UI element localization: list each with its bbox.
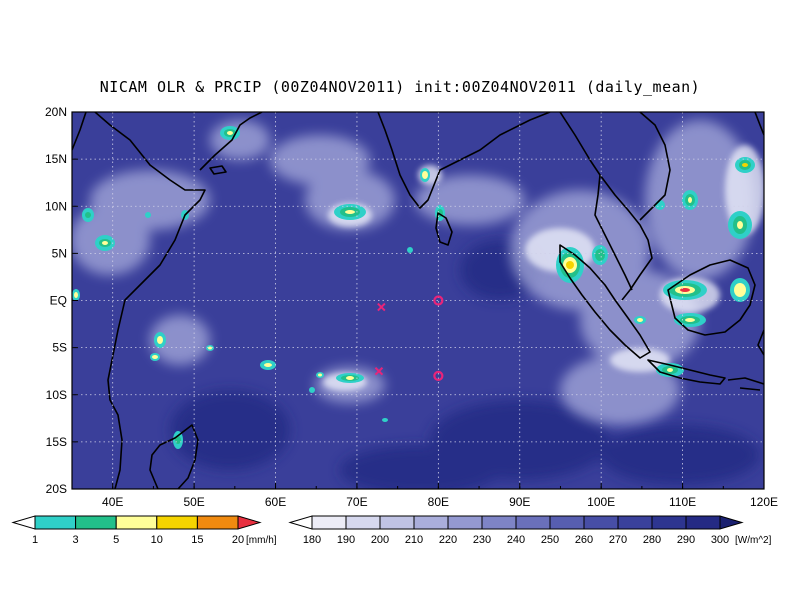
legend-swatch	[34, 515, 77, 530]
indochina-coast	[559, 112, 653, 301]
x-tick-label: 50E	[183, 495, 204, 509]
circle-marker	[433, 370, 444, 381]
map-field	[72, 112, 764, 489]
legend-swatch	[311, 515, 347, 530]
legend-swatch	[515, 515, 551, 530]
legend-label: 280	[643, 534, 661, 546]
sumatra	[559, 244, 651, 359]
x-tick-label: 70E	[346, 495, 367, 509]
legend-unit: [W/m^2]	[735, 535, 772, 546]
x-tick-label: 120E	[750, 495, 778, 509]
legend-label: 20	[232, 534, 244, 546]
legend-swatch	[413, 515, 449, 530]
y-tick-label: 10S	[46, 388, 67, 402]
legend-label: 210	[405, 534, 423, 546]
legend-label: 220	[439, 534, 457, 546]
philippines-coast	[754, 112, 764, 136]
malay-peninsula	[594, 174, 633, 291]
grid-lines	[72, 112, 764, 489]
y-tick-label: 20N	[45, 105, 67, 119]
legend-high-triangle	[237, 515, 262, 530]
y-tick-label: 10N	[45, 199, 67, 213]
circle-marker	[433, 295, 444, 306]
legend-label: 1	[32, 534, 38, 546]
legend-swatch	[617, 515, 653, 530]
x-tick-label: 40E	[102, 495, 123, 509]
legend-swatch	[75, 515, 117, 530]
x-tick-label: 60E	[265, 495, 286, 509]
cross-marker	[374, 366, 384, 376]
legend-swatch	[583, 515, 619, 530]
india-coast	[377, 112, 551, 209]
java	[647, 359, 726, 385]
y-axis: 20N 15N 10N 5N EQ 5S 10S 15S 20S	[45, 105, 78, 496]
legend-swatch	[481, 515, 517, 530]
map-title: NICAM OLR & PRCIP (00Z04NOV2011) init:00…	[99, 78, 701, 96]
olr-dark-regions	[170, 240, 760, 489]
sri-lanka	[435, 212, 453, 246]
legend-swatch	[196, 515, 239, 530]
y-tick-label: 5S	[52, 341, 67, 355]
legend-label: 250	[541, 534, 559, 546]
legend-label: 190	[337, 534, 355, 546]
legend-label: 5	[113, 534, 119, 546]
legend-swatch	[156, 515, 198, 530]
legend-label: 15	[191, 534, 203, 546]
legend-low-triangle	[288, 515, 313, 530]
cross-marker	[377, 302, 386, 312]
legend-label: 260	[575, 534, 593, 546]
africa-arabia-coast	[94, 112, 206, 489]
legend-label: 180	[303, 534, 321, 546]
borneo	[667, 259, 756, 336]
legend-swatch	[115, 515, 158, 530]
sulawesi	[757, 329, 764, 356]
legend-label: 300	[711, 534, 729, 546]
legend-swatch	[549, 515, 585, 530]
arabia-south-coast	[199, 112, 263, 171]
vietnam-coast	[639, 112, 671, 221]
legend-label: 240	[507, 534, 525, 546]
legend-swatch	[651, 515, 687, 530]
legend-low-triangle	[11, 515, 36, 530]
precip-cells	[72, 126, 755, 449]
legend-unit: [mm/h]	[246, 535, 277, 546]
legend-swatch	[685, 515, 721, 530]
coastlines	[72, 112, 764, 489]
legend-label: 270	[609, 534, 627, 546]
red-sea-coast	[72, 112, 87, 151]
madagascar	[149, 424, 199, 489]
precip-legend: 1 3 5 10 15 20 [mm/h]	[11, 515, 277, 546]
legend-label: 230	[473, 534, 491, 546]
olr-cloud-regions	[72, 120, 755, 425]
x-tick-label: 80E	[428, 495, 449, 509]
legend-label: 290	[677, 534, 695, 546]
x-axis: 40E 50E 60E 70E 80E 90E 100E 110E 120E	[71, 483, 778, 509]
legend-swatch	[345, 515, 381, 530]
socotra	[209, 165, 227, 175]
x-tick-label: 110E	[669, 495, 696, 509]
olr-legend: 180 190 200 210 220 230 240 250 260 270 280 290 300 […	[288, 515, 772, 546]
legend-label: 10	[151, 534, 163, 546]
y-tick-label: 20S	[46, 482, 67, 496]
legend-high-triangle	[719, 515, 744, 530]
y-tick-label: 15S	[46, 435, 67, 449]
y-tick-label: 15N	[45, 152, 67, 166]
x-tick-label: 100E	[587, 495, 615, 509]
legend-label: 3	[73, 534, 79, 546]
y-tick-label: 5N	[52, 246, 67, 260]
x-tick-label: 90E	[509, 495, 530, 509]
legend-label: 200	[371, 534, 389, 546]
markers	[374, 295, 444, 381]
y-tick-label: EQ	[50, 294, 67, 308]
legend-swatch	[379, 515, 415, 530]
legend-swatch	[447, 515, 483, 530]
lesser-sunda	[727, 377, 764, 391]
